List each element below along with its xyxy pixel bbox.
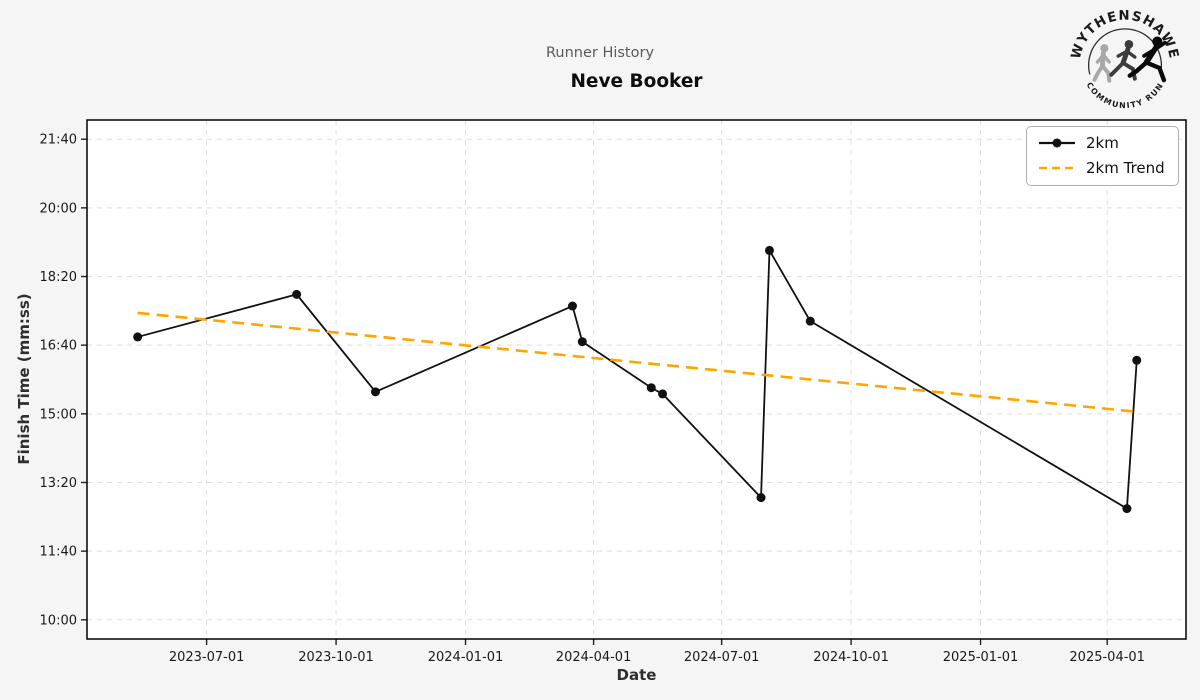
x-tick-label: 2025-04-01 <box>1069 650 1145 665</box>
x-tick-label: 2024-10-01 <box>813 650 889 665</box>
data-point-marker <box>567 301 577 311</box>
legend-item-2km: 2km <box>1037 134 1168 152</box>
data-point-marker <box>292 289 302 299</box>
x-tick-label: 2024-01-01 <box>428 650 504 665</box>
series-line-2km-trend <box>137 311 1137 414</box>
plot-background <box>87 120 1186 639</box>
data-point-marker <box>1122 504 1132 514</box>
y-tick-label: 13:20 <box>40 476 77 491</box>
chart-subtitle: Runner History <box>545 45 655 61</box>
data-point-marker <box>577 337 587 347</box>
legend-label-2km: 2km <box>1086 134 1119 152</box>
2km-trend-line-swatch-icon <box>1039 166 1075 170</box>
data-point-marker <box>805 316 815 326</box>
y-tick-label: 18:20 <box>40 270 77 285</box>
wythenshawe-logo: WYTHENSHAWE COMMUNITY RUN <box>1069 9 1180 111</box>
page-title: Neve Booker <box>570 71 703 92</box>
y-tick-label: 21:40 <box>40 133 77 148</box>
y-axis-label: Finish Time (mm:ss) <box>15 293 33 465</box>
x-tick-label: 2024-07-01 <box>684 650 760 665</box>
data-point-marker <box>370 387 380 397</box>
2km-line-swatch-icon <box>1039 138 1075 148</box>
legend: 2km 2km Trend <box>1026 126 1179 186</box>
svg-text:COMMUNITY RUN: COMMUNITY RUN <box>1085 81 1166 110</box>
y-tick-label: 10:00 <box>40 613 77 628</box>
legend-label-2km-trend: 2km Trend <box>1086 159 1165 177</box>
y-tick-label: 11:40 <box>40 545 77 560</box>
data-point-marker <box>1132 355 1142 365</box>
y-tick-label: 15:00 <box>40 407 77 422</box>
y-tick-label: 16:40 <box>40 339 77 354</box>
data-point-marker <box>646 383 656 393</box>
data-point-marker <box>658 389 668 399</box>
runner-sprinting-icon <box>1127 36 1167 83</box>
legend-item-2km-trend: 2km Trend <box>1037 159 1168 177</box>
data-point-marker <box>764 245 774 255</box>
data-point-marker <box>756 493 766 503</box>
x-axis-label: Date <box>616 666 657 684</box>
runner-jogging-icon <box>1109 39 1137 81</box>
x-tick-label: 2023-10-01 <box>298 650 374 665</box>
x-tick-label: 2024-04-01 <box>556 650 632 665</box>
runner-walking-icon <box>1092 44 1112 83</box>
logo-bottom-text: COMMUNITY RUN <box>1085 81 1164 110</box>
x-tick-label: 2025-01-01 <box>943 650 1019 665</box>
plot-border <box>86 119 1187 640</box>
x-tick-label: 2023-07-01 <box>169 650 245 665</box>
data-point-marker <box>133 332 143 342</box>
series-line-2km <box>137 249 1138 510</box>
logo-ring-arc <box>1087 28 1163 75</box>
y-tick-label: 20:00 <box>40 201 77 216</box>
